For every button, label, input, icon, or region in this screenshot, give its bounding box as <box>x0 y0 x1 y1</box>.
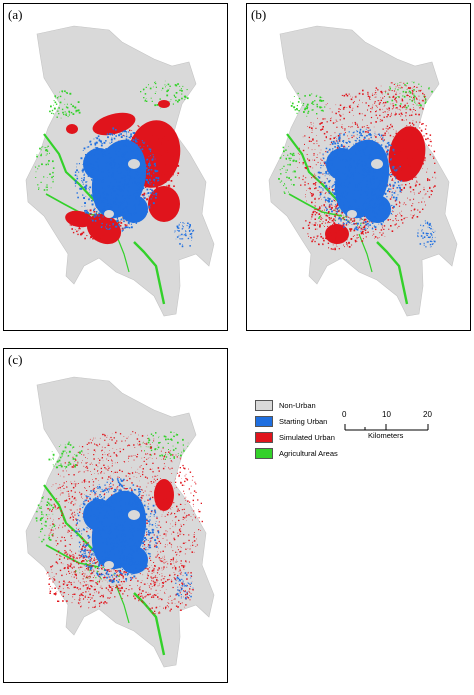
swatch-agricultural <box>255 447 273 459</box>
legend-label: Starting Urban <box>279 416 328 426</box>
panel-label-c: (c) <box>8 352 23 367</box>
map-legend: Non-Urban Starting Urban Simulated Urban… <box>255 398 465 468</box>
map-panel-b: (b) <box>246 3 471 331</box>
legend-item-agricultural: Agricultural Areas <box>255 446 338 460</box>
agricultural-areas <box>35 431 189 656</box>
scale-tick-label: 0 <box>342 410 347 419</box>
scale-tick-label: 20 <box>423 410 432 419</box>
starting-urban <box>74 478 194 600</box>
legend-item-non-urban: Non-Urban <box>255 398 316 412</box>
starting-urban <box>74 127 195 248</box>
legend-label: Non-Urban <box>279 400 316 410</box>
panel-label-a: (a) <box>8 7 23 22</box>
swatch-starting-urban <box>255 415 273 427</box>
scale-bar: 0 10 20 Kilometers <box>340 410 440 450</box>
scale-bar-line <box>344 424 429 431</box>
scale-unit-label: Kilometers <box>368 431 404 440</box>
swatch-non-urban <box>255 399 273 411</box>
map-panel-a: (a) <box>3 3 228 331</box>
map-c <box>25 376 215 668</box>
map-panel-c: (c) <box>3 348 228 683</box>
map-a <box>25 25 215 317</box>
swatch-simulated-urban <box>255 431 273 443</box>
legend-label: Simulated Urban <box>279 432 335 442</box>
scale-tick-label: 10 <box>382 410 391 419</box>
legend-label: Agricultural Areas <box>279 448 338 458</box>
legend-item-starting-urban: Starting Urban <box>255 414 327 428</box>
panel-label-b: (b) <box>251 7 267 22</box>
legend-item-simulated-urban: Simulated Urban <box>255 430 335 444</box>
map-b <box>268 25 458 317</box>
starting-urban <box>317 128 436 248</box>
